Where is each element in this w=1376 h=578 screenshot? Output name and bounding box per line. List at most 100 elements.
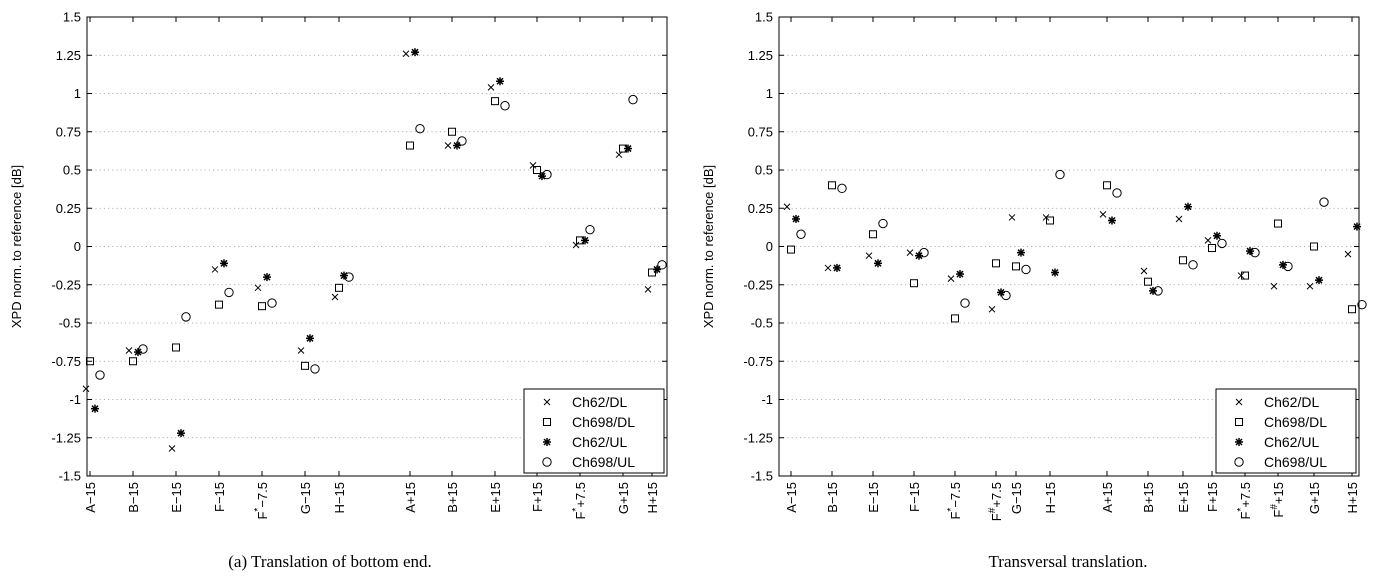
data-point [997, 288, 1005, 297]
x-tick-label: F+15 [1205, 482, 1220, 512]
series-ch698-dl [86, 97, 656, 370]
data-point [628, 94, 638, 105]
data-point [615, 151, 623, 159]
data-point [874, 259, 882, 268]
data-point [585, 224, 595, 235]
legend-label: Ch698/UL [1264, 454, 1327, 470]
y-tick-label: 0.25 [56, 201, 81, 216]
series-ch62-dl [783, 203, 1352, 313]
series-ch62-dl [82, 50, 652, 452]
data-point [267, 298, 277, 308]
data-point [1246, 247, 1254, 256]
legend-label: Ch698/UL [572, 454, 635, 470]
x-tick-label: H−15 [1043, 482, 1058, 513]
data-point [301, 361, 309, 370]
data-point [992, 259, 1000, 268]
x-tick-label: F+15 [530, 482, 545, 512]
data-point [1279, 260, 1287, 269]
data-point [1140, 267, 1148, 275]
legend-marker [1234, 457, 1244, 467]
chart-panel-1: -1.5 -1.25 -1 -0.75 -0.5 -0.25 0 0.25 0.5 0.75 1 1.… [9, 10, 668, 571]
y-tick-label: 1.25 [748, 48, 773, 63]
legend: Ch62/DL Ch698/DL Ch62/UL Ch698/UL [1215, 388, 1357, 474]
x-tick-label: F#+15 [1269, 482, 1286, 518]
legend-marker [1235, 398, 1243, 406]
data-point [1108, 216, 1116, 225]
series-ch698-ul [95, 94, 667, 380]
x-tick-label: F*+7.5 [571, 482, 588, 520]
data-point [340, 271, 348, 280]
data-point [783, 203, 791, 211]
data-point [833, 263, 841, 272]
legend-marker [1235, 418, 1243, 426]
data-point [828, 181, 836, 190]
legend-marker [543, 438, 551, 446]
y-tick-label: 1 [74, 86, 81, 101]
data-point [910, 279, 918, 288]
x-tick-label: H+15 [1345, 482, 1360, 513]
figure-caption: Transversal translation. [989, 552, 1148, 571]
y-tick-label: 0.75 [56, 124, 81, 139]
data-point [644, 285, 652, 293]
data-point [1306, 282, 1314, 290]
x-tick-label: F−15 [212, 482, 227, 512]
data-point [542, 169, 552, 180]
data-point [453, 141, 461, 150]
x-tick-label: E−15 [866, 482, 881, 513]
data-point [1310, 242, 1318, 251]
y-tick-label: -1 [761, 392, 773, 407]
y-tick-label: 1.5 [755, 10, 773, 25]
data-point [906, 249, 914, 256]
figure-caption: (a) Translation of bottom end. [228, 552, 432, 571]
data-point [1055, 169, 1065, 180]
data-point [297, 347, 305, 354]
legend-label: Ch62/DL [572, 394, 627, 410]
data-point [406, 141, 414, 150]
series-ch62-ul [91, 48, 661, 438]
data-point [335, 283, 343, 292]
y-tick-label: -0.5 [59, 316, 81, 331]
data-point [1099, 211, 1107, 218]
y-tick-label: -1 [69, 392, 81, 407]
data-point [1241, 271, 1249, 280]
y-tick-label: 0.25 [748, 201, 773, 216]
x-tick-label: F−15 [907, 482, 922, 512]
data-point [915, 251, 923, 260]
data-point [1270, 282, 1278, 290]
series-ch698-ul [796, 169, 1367, 310]
y-tick-label: 0.5 [755, 163, 773, 178]
x-tick-label: F*−7.5 [253, 482, 270, 520]
x-tick-label: G+15 [616, 482, 631, 514]
data-point [1315, 276, 1323, 285]
y-axis-label: XPD norm. to reference [dB] [9, 165, 24, 328]
x-tick-label: A−15 [784, 482, 799, 513]
y-tick-label: -1.25 [743, 430, 773, 445]
data-point [653, 265, 661, 274]
data-point [457, 136, 467, 146]
y-tick-label: 1.5 [63, 10, 81, 25]
data-point [1144, 277, 1152, 286]
x-tick-label: H+15 [645, 482, 660, 513]
y-tick-label: 0.5 [63, 163, 81, 178]
data-point [491, 97, 499, 106]
legend-marker [543, 398, 551, 406]
data-point [220, 259, 228, 268]
data-point [1213, 231, 1221, 240]
legend-label: Ch62/DL [1264, 394, 1319, 410]
series-ch698-dl [787, 181, 1356, 323]
legend-label: Ch62/UL [1264, 434, 1319, 450]
legend-label: Ch698/DL [1264, 414, 1327, 430]
data-point [956, 270, 964, 279]
x-tick-label: F#+7.5 [987, 482, 1004, 521]
data-point [258, 302, 266, 311]
x-tick-label: B+15 [445, 482, 460, 513]
data-point [224, 287, 234, 298]
data-point [415, 123, 425, 134]
y-tick-label: -0.75 [743, 354, 773, 369]
data-point [529, 162, 537, 169]
data-point [1250, 247, 1260, 258]
data-point [138, 344, 148, 354]
x-tick-label: E+15 [488, 482, 503, 513]
data-point [1283, 261, 1293, 272]
